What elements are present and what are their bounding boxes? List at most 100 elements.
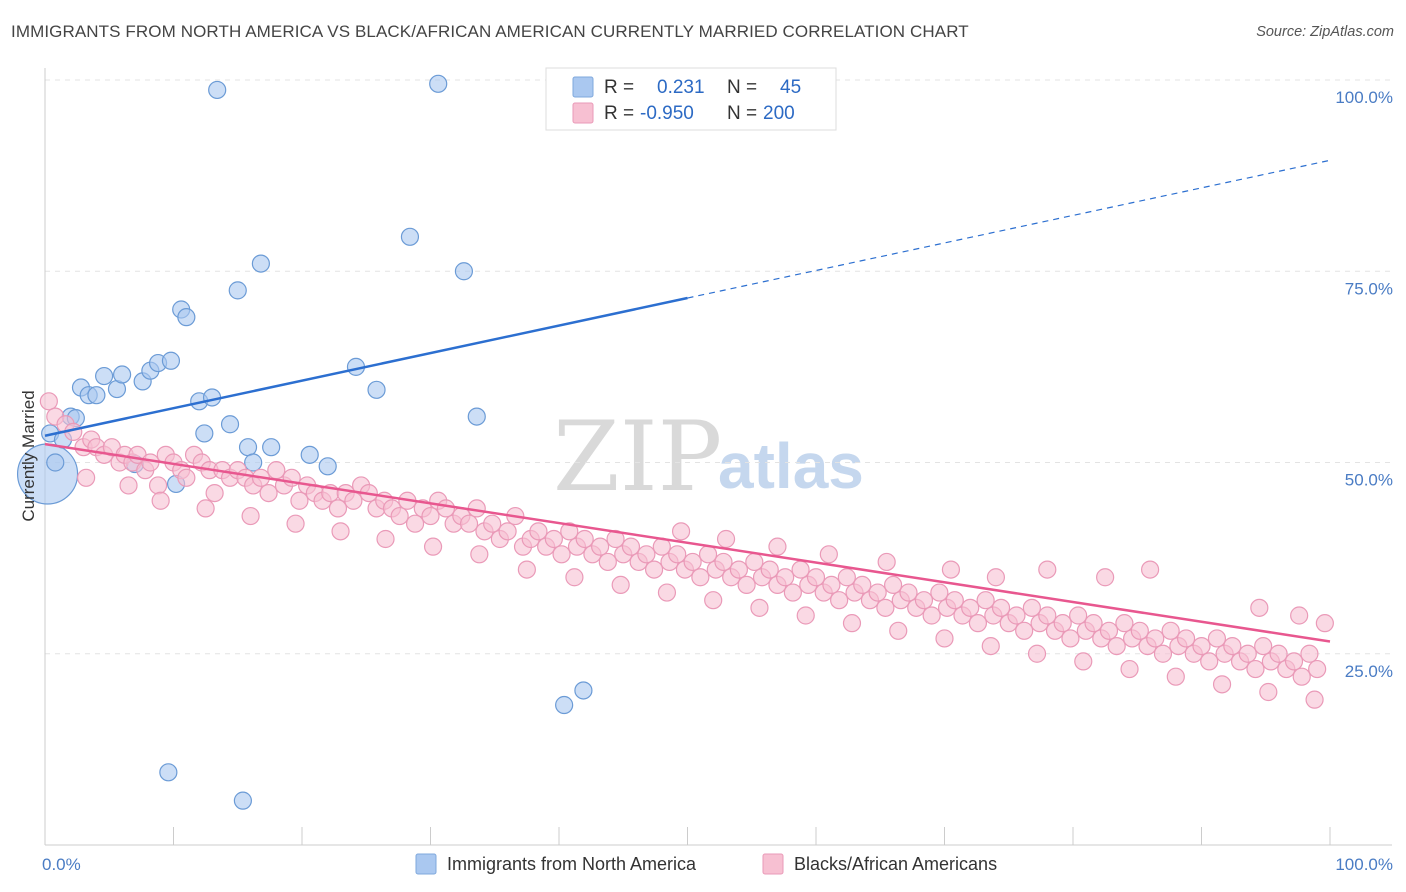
legend-n-label-0: N = <box>727 77 757 98</box>
bottom-legend-label-blue: Immigrants from North America <box>447 854 697 874</box>
point-s0-14 <box>161 351 181 370</box>
point-s1-192 <box>1166 667 1185 686</box>
x-tick-label-max: 100.0% <box>1335 855 1393 874</box>
point-s1-159 <box>1254 636 1273 656</box>
point-s1-131 <box>1038 606 1057 625</box>
point-s1-15 <box>148 476 168 495</box>
point-s1-168 <box>77 468 96 487</box>
bottom-legend-swatch-blue <box>415 853 437 875</box>
point-s1-101 <box>806 568 826 587</box>
point-s1-167 <box>1315 614 1334 633</box>
legend-n-value-0: 45 <box>780 77 801 98</box>
trend-lines <box>44 159 1331 643</box>
point-s1-181 <box>657 583 677 602</box>
point-s1-185 <box>842 614 862 633</box>
legend-r-label-1: R = <box>604 103 634 124</box>
point-s1-92 <box>737 575 756 595</box>
point-s1-75 <box>606 529 625 549</box>
point-s1-122 <box>968 614 988 633</box>
y-tick-label-3: 100.0% <box>1335 88 1393 107</box>
point-s1-179 <box>565 568 584 587</box>
point-s1-85 <box>683 552 702 572</box>
point-s1-134 <box>1061 629 1080 648</box>
point-s1-176 <box>423 537 443 556</box>
point-s1-105 <box>837 568 856 587</box>
point-s0-24 <box>233 791 252 810</box>
point-s1-143 <box>1130 621 1149 640</box>
point-s1-0 <box>39 392 58 411</box>
chart-source: Source: ZipAtlas.com <box>1256 24 1394 40</box>
point-s1-98 <box>783 583 802 602</box>
point-s1-207 <box>671 522 691 541</box>
point-s1-165 <box>1300 644 1319 663</box>
point-s1-107 <box>853 575 872 595</box>
watermark-zip: ZIP <box>553 401 722 513</box>
point-s1-19 <box>177 468 196 487</box>
point-s0-6 <box>87 386 106 405</box>
point-s1-97 <box>776 568 795 587</box>
point-s1-23 <box>205 484 224 503</box>
point-s1-93 <box>745 552 764 572</box>
y-axis-title: Currently Married <box>19 390 38 521</box>
legend-swatch-blue <box>572 76 594 98</box>
bottom-legend-label-pink: Blacks/African Americans <box>794 854 997 874</box>
point-s1-169 <box>119 476 138 495</box>
point-s1-109 <box>868 583 887 602</box>
point-s0-37 <box>574 681 593 700</box>
point-s1-158 <box>1246 659 1265 679</box>
watermark-atlas: atlas <box>718 430 864 502</box>
point-s1-86 <box>691 568 710 587</box>
point-s1-193 <box>1212 675 1232 694</box>
legend-n-value-1: 200 <box>763 103 795 124</box>
legend-r-value-0: 0.231 <box>657 77 705 98</box>
point-s1-173 <box>286 514 305 533</box>
point-s1-111 <box>883 575 903 595</box>
point-s1-182 <box>704 591 723 610</box>
point-s0-36 <box>555 695 574 715</box>
point-s1-121 <box>961 598 980 617</box>
point-s1-103 <box>822 575 841 595</box>
point-s1-125 <box>991 598 1011 617</box>
point-s1-53 <box>436 499 456 518</box>
point-s1-172 <box>241 506 260 526</box>
point-s1-71 <box>575 529 594 549</box>
point-s0-26 <box>244 453 263 472</box>
point-s1-30 <box>259 484 278 503</box>
point-s1-197 <box>1290 606 1309 625</box>
point-s0-21 <box>208 80 227 100</box>
point-s1-56 <box>459 514 479 533</box>
point-s0-29 <box>300 445 319 464</box>
point-s1-196 <box>1250 598 1269 617</box>
chart-title: IMMIGRANTS FROM NORTH AMERICA VS BLACK/A… <box>11 22 969 41</box>
point-s1-135 <box>1069 606 1088 625</box>
point-s1-49 <box>405 514 425 533</box>
point-s0-25 <box>238 438 258 457</box>
point-s0-41 <box>159 763 178 782</box>
point-s1-147 <box>1161 621 1180 640</box>
point-s1-177 <box>470 545 489 564</box>
point-s0-43 <box>318 457 337 476</box>
point-s1-155 <box>1223 636 1242 656</box>
point-s1-129 <box>1022 598 1041 617</box>
point-s0-7 <box>95 366 114 386</box>
point-s1-128 <box>1015 621 1034 640</box>
point-s1-201 <box>986 568 1006 587</box>
y-tick-label-2: 75.0% <box>1345 279 1393 298</box>
point-s1-170 <box>151 491 170 510</box>
point-s1-87 <box>698 545 718 564</box>
point-s1-80 <box>644 560 664 579</box>
point-s1-166 <box>1308 659 1327 679</box>
point-s0-23 <box>228 281 247 300</box>
point-s0-31 <box>367 380 386 399</box>
point-s1-141 <box>1115 614 1134 633</box>
point-s1-195 <box>1305 690 1324 709</box>
point-s0-35 <box>467 407 486 426</box>
point-s1-104 <box>830 591 849 610</box>
y-tick-label-0: 25.0% <box>1345 662 1393 681</box>
watermark: ZIP atlas <box>553 401 864 513</box>
point-s1-188 <box>981 636 1000 656</box>
point-s1-183 <box>750 598 769 617</box>
point-s1-190 <box>1074 652 1093 671</box>
point-s0-34 <box>454 262 474 281</box>
point-s1-115 <box>914 591 934 610</box>
